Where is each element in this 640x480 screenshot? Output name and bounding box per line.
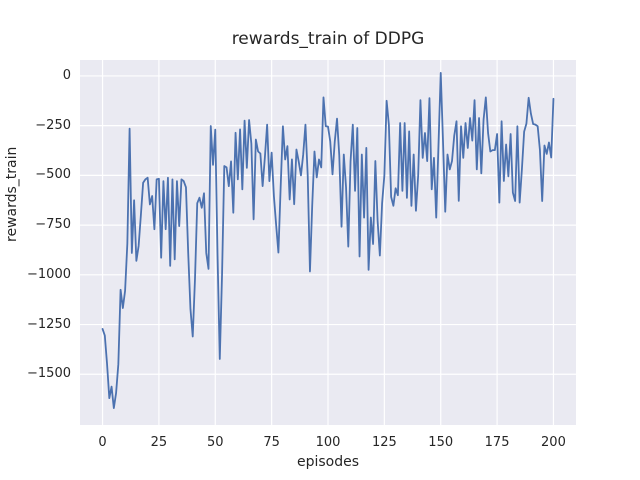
x-tick-label: 75 [263,435,280,450]
y-tick-label: −250 [35,117,71,133]
y-tick-label: −750 [35,217,71,233]
y-tick-label: −500 [35,167,71,183]
x-axis-label: episodes [296,454,360,470]
chart-title: rewards_train of DDPG [231,29,425,49]
y-tick-label: −1000 [27,266,71,282]
x-tick-label: 125 [371,435,397,450]
x-tick-label: 50 [206,435,224,450]
data-line-rewards_train [101,72,555,409]
x-tick-label: 150 [428,435,454,450]
y-tick-label: 0 [62,67,71,83]
x-tick-label: 25 [150,435,168,450]
y-tick-label: −1500 [27,366,71,382]
x-tick-label: 100 [315,435,341,450]
y-tick-label: −1250 [27,316,71,332]
x-tick-label: 175 [484,435,510,450]
x-tick-label: 200 [541,435,566,450]
x-tick-label: 0 [98,435,107,450]
